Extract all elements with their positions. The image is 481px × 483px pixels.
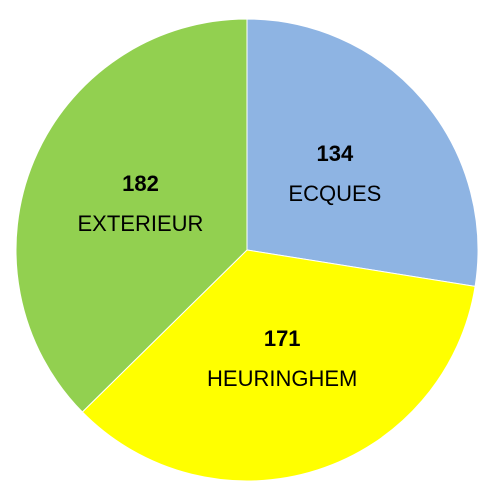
category-label: EXTERIEUR [78,211,204,236]
category-label: HEURINGHEM [207,366,357,391]
data-label: 134 [317,141,354,166]
pie-slice [246,18,479,287]
data-label: 171 [264,326,301,351]
data-label: 182 [122,171,159,196]
category-label: ECQUES [288,181,381,206]
pie-slice [81,249,476,482]
pie-slice [15,18,248,413]
